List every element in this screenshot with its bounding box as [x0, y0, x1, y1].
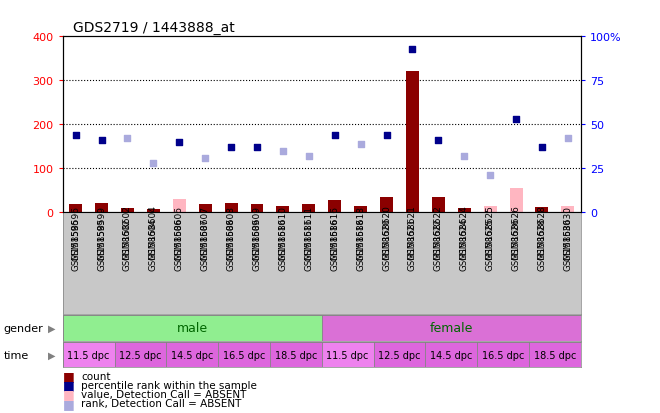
Bar [322, 315, 581, 341]
Point [304, 153, 314, 160]
Text: value, Detection Call = ABSENT: value, Detection Call = ABSENT [81, 389, 247, 399]
Bar [354, 206, 367, 213]
Bar [63, 342, 115, 368]
Bar [121, 208, 134, 213]
Bar [380, 197, 393, 213]
Text: 18.5 dpc: 18.5 dpc [534, 350, 576, 360]
Bar [63, 315, 321, 341]
Text: GSM158630: GSM158630 [564, 218, 572, 271]
Point [562, 135, 573, 142]
Point [251, 145, 262, 151]
Text: GSM158610: GSM158610 [279, 218, 287, 271]
Text: GSM158602: GSM158602 [123, 218, 132, 271]
Bar [302, 205, 315, 213]
Bar [277, 206, 289, 213]
Text: ▶: ▶ [48, 350, 55, 360]
Text: 11.5 dpc: 11.5 dpc [67, 350, 110, 360]
Point [537, 145, 547, 151]
Bar [69, 205, 82, 213]
Bar [510, 189, 523, 213]
Point [381, 132, 392, 139]
Text: ■: ■ [63, 387, 75, 401]
Text: GSM158611: GSM158611 [304, 218, 313, 271]
Text: 14.5 dpc: 14.5 dpc [430, 350, 473, 360]
Bar [95, 204, 108, 213]
Point [485, 173, 496, 179]
Text: GSM158625: GSM158625 [486, 218, 494, 271]
Text: 16.5 dpc: 16.5 dpc [482, 350, 524, 360]
Text: GSM158624: GSM158624 [460, 218, 469, 271]
Bar [328, 200, 341, 213]
Bar [166, 342, 218, 368]
Text: gender: gender [3, 323, 43, 333]
Bar [173, 199, 185, 213]
Bar [458, 208, 471, 213]
Text: rank, Detection Call = ABSENT: rank, Detection Call = ABSENT [81, 398, 242, 408]
Text: GSM158618: GSM158618 [356, 218, 365, 271]
Bar [529, 342, 581, 368]
Text: 12.5 dpc: 12.5 dpc [119, 350, 162, 360]
Text: GSM158626: GSM158626 [512, 218, 521, 271]
Text: GSM158608: GSM158608 [226, 218, 236, 271]
Point [174, 139, 185, 146]
Bar [322, 342, 374, 368]
Bar [224, 204, 238, 213]
Point [148, 160, 158, 167]
Text: ▶: ▶ [48, 323, 55, 333]
Bar [147, 209, 160, 213]
Bar [425, 342, 477, 368]
Point [511, 116, 521, 123]
Bar [406, 72, 419, 213]
Bar [218, 342, 270, 368]
Text: male: male [177, 321, 208, 335]
Text: GSM158604: GSM158604 [149, 218, 158, 271]
Point [329, 132, 340, 139]
Bar [199, 205, 212, 213]
Text: 11.5 dpc: 11.5 dpc [327, 350, 369, 360]
Bar [374, 342, 425, 368]
Text: 18.5 dpc: 18.5 dpc [275, 350, 317, 360]
Bar [115, 342, 166, 368]
Text: GSM158606: GSM158606 [175, 218, 183, 271]
Text: 16.5 dpc: 16.5 dpc [223, 350, 265, 360]
Point [96, 138, 107, 144]
Text: GSM158620: GSM158620 [382, 218, 391, 271]
Text: count: count [81, 371, 111, 381]
Bar [251, 205, 263, 213]
Text: GSM158596: GSM158596 [71, 218, 80, 270]
Text: GSM158607: GSM158607 [201, 218, 210, 271]
Text: percentile rank within the sample: percentile rank within the sample [81, 380, 257, 390]
Text: GSM158599: GSM158599 [97, 218, 106, 270]
Text: GSM158622: GSM158622 [434, 218, 443, 271]
Point [71, 132, 81, 139]
Text: GSM158628: GSM158628 [537, 218, 546, 271]
Bar [562, 206, 574, 213]
Bar [484, 206, 496, 213]
Text: 14.5 dpc: 14.5 dpc [171, 350, 213, 360]
Text: 12.5 dpc: 12.5 dpc [378, 350, 420, 360]
Text: time: time [3, 350, 28, 360]
Bar [477, 342, 529, 368]
Text: GSM158621: GSM158621 [408, 218, 417, 271]
Point [122, 135, 133, 142]
Point [459, 153, 469, 160]
Bar [432, 197, 445, 213]
Bar [535, 207, 548, 213]
Point [200, 155, 211, 161]
Point [355, 141, 366, 147]
Point [407, 46, 418, 53]
Text: GDS2719 / 1443888_at: GDS2719 / 1443888_at [73, 21, 235, 35]
Point [226, 145, 236, 151]
Text: GSM158609: GSM158609 [253, 218, 261, 270]
Text: GSM158616: GSM158616 [330, 218, 339, 271]
Text: ■: ■ [63, 369, 75, 382]
Point [433, 138, 444, 144]
Bar [270, 342, 322, 368]
Text: ■: ■ [63, 396, 75, 410]
Point [278, 148, 288, 154]
Text: female: female [430, 321, 473, 335]
Text: ■: ■ [63, 378, 75, 392]
